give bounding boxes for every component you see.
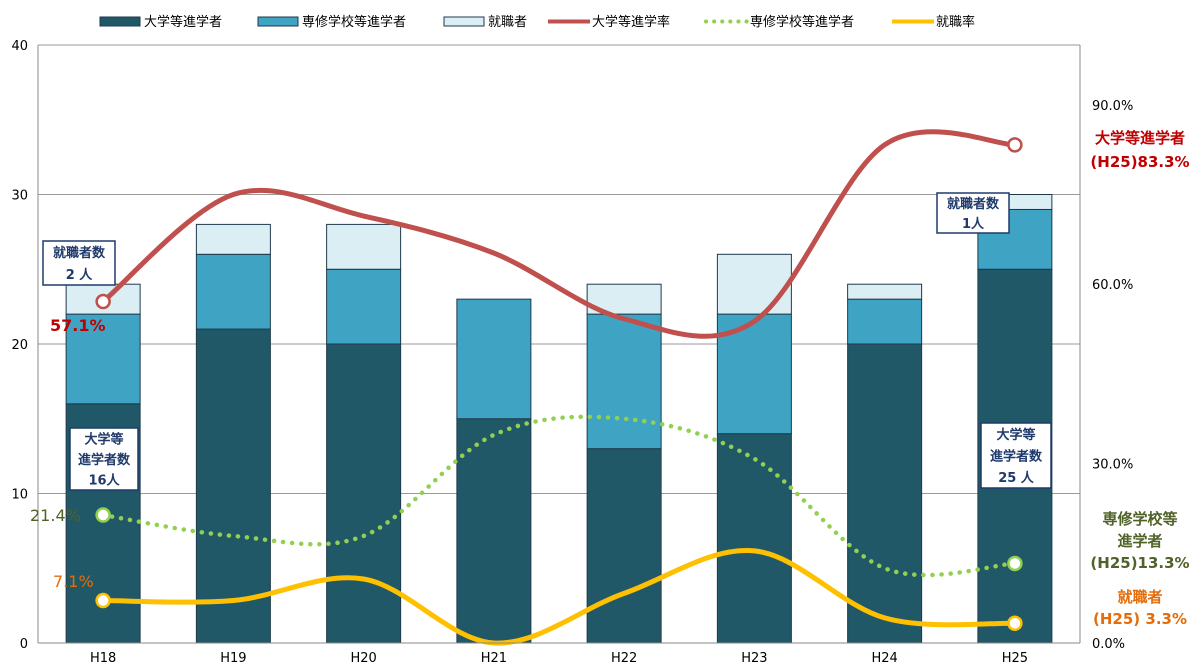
- h25-employed-annotation-box: [936, 192, 1010, 234]
- line-series: [100, 548, 1018, 646]
- legend-label: 就職者: [488, 15, 527, 30]
- bar-segment: [586, 283, 662, 315]
- legend-label: 大学等進学率: [592, 14, 670, 30]
- h25-vocational-rate-label: 専修学校等: [1102, 510, 1177, 528]
- x-tick-label: H21: [481, 651, 507, 666]
- bar-segment: [326, 343, 402, 644]
- lines: [95, 129, 1023, 646]
- bar-segment: [456, 298, 532, 420]
- bar-segment: [456, 418, 532, 644]
- h25-vocational-rate-label: (H25)13.3%: [1090, 554, 1189, 572]
- legend: 大学等進学者 専修学校等進学者 就職者 大学等進学率 専修学校等進学者 就職率: [99, 14, 975, 30]
- h25-employed-rate-label: 就職者: [1117, 588, 1162, 606]
- y-left-tick-label: 10: [11, 488, 28, 503]
- h25-univ-annotation-text: 進学者数: [990, 449, 1043, 465]
- h25-employed-annotation-text: 1人: [962, 216, 985, 232]
- bar-segment: [65, 313, 141, 405]
- h25-employed-annotation-text: 就職者数: [947, 196, 1000, 212]
- legend-swatch: [99, 16, 141, 27]
- h18-employed-rate-label: 7.1%: [53, 572, 94, 591]
- h18-vocational-rate-label: 21.4%: [30, 506, 81, 525]
- line-endpoint-marker: [1007, 137, 1023, 153]
- line-endpoint-marker: [95, 592, 111, 609]
- h25-employed-rate-label: (H25) 3.3%: [1093, 610, 1187, 628]
- x-tick-label: H22: [611, 651, 637, 666]
- y-left-tick-label: 40: [11, 39, 28, 54]
- h25-univ-annotation-text: 25 人: [998, 470, 1035, 486]
- bar-segment: [586, 448, 662, 644]
- h18-univ-rate-label: 57.1%: [50, 316, 106, 335]
- legend-swatch: [443, 16, 485, 27]
- gridlines: [38, 44, 1080, 494]
- line-series: [100, 129, 1018, 339]
- legend-label: 大学等進学者: [144, 14, 222, 30]
- y-right-tick-label: 90.0%: [1092, 99, 1133, 114]
- h25-univ-rate-label: (H25)83.3%: [1090, 153, 1189, 171]
- x-tick-label: H20: [350, 651, 376, 666]
- line-endpoint-marker: [1007, 555, 1023, 572]
- x-tick-label: H25: [1002, 651, 1028, 666]
- axes: 0 10 20 30 40 0.0% 30.0% 60.0% 90.0% H18 H19 H20 H21…: [11, 39, 1133, 666]
- y-left-tick-label: 30: [11, 189, 28, 204]
- bars: [65, 194, 1053, 644]
- h18-employed-annotation-box: [42, 240, 116, 286]
- h25-univ-rate-label: 大学等進学者: [1095, 129, 1185, 147]
- legend-swatch: [257, 16, 299, 27]
- bar-segment: [847, 298, 923, 345]
- x-tick-label: H19: [220, 651, 246, 666]
- bar-segment: [195, 223, 271, 255]
- line-series: [100, 414, 1018, 578]
- legend-label: 専修学校等進学者: [750, 14, 854, 30]
- y-left-tick-label: 0: [20, 637, 28, 652]
- bar-segment: [847, 283, 923, 300]
- x-tick-label: H18: [90, 651, 116, 666]
- legend-label: 就職率: [936, 14, 975, 30]
- h18-employed-annotation-text: 2 人: [66, 267, 94, 283]
- legend-label: 専修学校等進学者: [302, 14, 406, 30]
- bar-segment: [847, 343, 923, 644]
- h25-vocational-rate-label: 進学者: [1117, 532, 1162, 550]
- y-right-tick-label: 0.0%: [1092, 637, 1125, 652]
- x-tick-label: H24: [871, 651, 897, 666]
- bar-segment: [716, 433, 792, 644]
- y-right-tick-label: 60.0%: [1092, 278, 1133, 293]
- bar-segment: [195, 328, 271, 644]
- h18-employed-annotation-text: 就職者数: [53, 245, 106, 261]
- bar-segment: [716, 253, 792, 315]
- bar-segment: [326, 268, 402, 345]
- bar-segment: [195, 253, 271, 330]
- bar-segment: [586, 313, 662, 450]
- line-endpoint-marker: [95, 293, 111, 310]
- h18-univ-annotation-text: 進学者数: [78, 452, 131, 468]
- y-right-tick-label: 30.0%: [1092, 458, 1133, 473]
- y-left-tick-label: 20: [11, 338, 28, 353]
- h25-univ-annotation-box: [980, 422, 1052, 489]
- line-endpoint-marker: [95, 507, 111, 523]
- x-tick-label: H23: [741, 651, 767, 666]
- h25-univ-annotation-text: 大学等: [996, 427, 1035, 443]
- h18-univ-annotation-text: 16人: [88, 473, 120, 489]
- h18-univ-annotation-text: 大学等: [84, 431, 123, 447]
- line-endpoint-marker: [1007, 615, 1023, 632]
- bar-segment: [326, 223, 402, 270]
- h18-univ-annotation-box: [69, 427, 139, 491]
